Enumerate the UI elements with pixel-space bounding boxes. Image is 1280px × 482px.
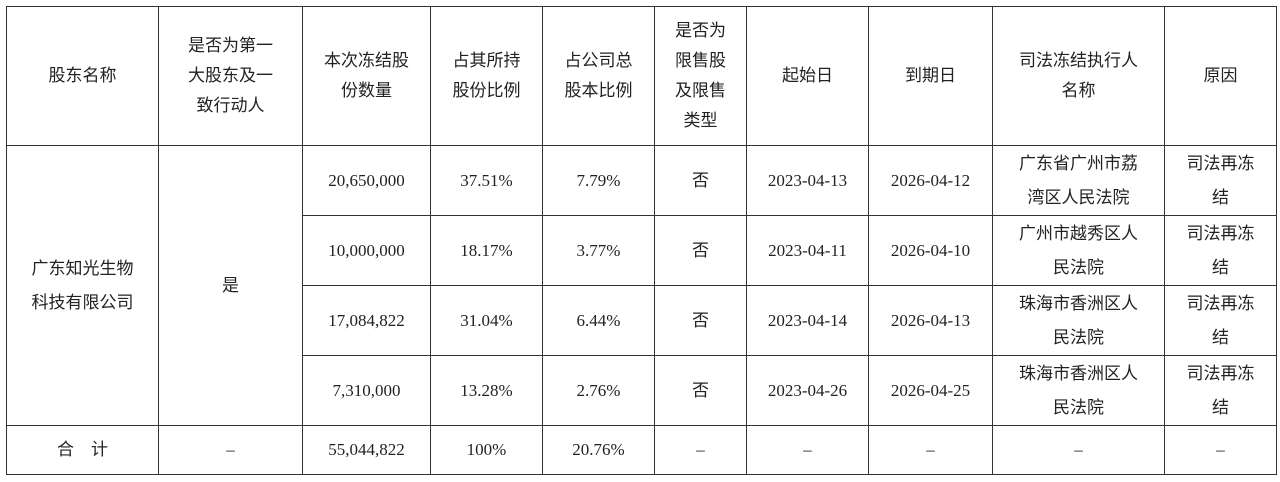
data-cell: 2023-04-13 — [746, 145, 869, 216]
cell-line: 股本比例 — [564, 81, 633, 100]
cell-line: 致行动人 — [196, 96, 265, 115]
data-cell: 20,650,000 — [302, 145, 431, 216]
cell-line: 珠海市香洲区人 — [1019, 293, 1138, 313]
cell-line: 民法院 — [1053, 257, 1104, 277]
cell-line: 结 — [1212, 257, 1229, 277]
header-row: 股东名称 是否为第一 大股东及一 致行动人 本次冻结股 份数量 占其所持 股份比例 占公司总 股本… — [6, 6, 1277, 146]
largest-cell: 是 — [158, 145, 303, 426]
total-cell: 55,044,822 — [302, 425, 431, 475]
cell-line: 珠海市香洲区人 — [1019, 363, 1138, 383]
cell-line: 大股东及一 — [188, 66, 273, 85]
total-cell: – — [992, 425, 1165, 475]
total-cell: 20.76% — [542, 425, 655, 475]
total-cell: – — [1164, 425, 1277, 475]
data-row: 广东知光生物 科技有限公司是 20,650,000 37.51% 7.79% 否 2023-… — [6, 145, 1277, 426]
data-cell: 否 — [654, 145, 747, 216]
data-cell: 2023-04-14 — [746, 285, 869, 356]
total-cell: – — [654, 425, 747, 475]
cell-line: 原因 — [1203, 66, 1238, 85]
header-cell: 本次冻结股 份数量 — [302, 6, 431, 146]
data-cell: 珠海市香洲区人 民法院 — [992, 355, 1165, 426]
cell-line: 广州市越秀区人 — [1019, 223, 1138, 243]
data-cell: 否 — [654, 215, 747, 286]
cell-line: 司法再冻 — [1186, 153, 1255, 173]
cell-line: 股份比例 — [452, 81, 521, 100]
data-cell: 3.77% — [542, 215, 655, 286]
data-cell: 司法再冻结 — [1164, 285, 1277, 356]
cell-line: 占公司总 — [564, 51, 633, 70]
data-row: 17,084,822 31.04% 6.44% 否 2023-04-14 2026-04-… — [7, 285, 1277, 356]
header-cell: 占其所持 股份比例 — [430, 6, 543, 146]
cell-line: 司法冻结执行人 — [1019, 51, 1138, 70]
data-cell: 司法再冻结 — [1164, 355, 1277, 426]
total-cell: – — [868, 425, 993, 475]
data-cell: 2026-04-13 — [868, 285, 993, 356]
freeze-table: 股东名称 是否为第一 大股东及一 致行动人 本次冻结股 份数量 占其所持 股份比例 占公司总 股本… — [6, 6, 1277, 475]
data-cell: 广州市越秀区人 民法院 — [992, 215, 1165, 286]
cell-line: 类型 — [683, 111, 718, 130]
cell-line: 及限售 — [675, 81, 726, 100]
cell-line: 是否为 — [675, 21, 726, 40]
cell-line: 份数量 — [341, 81, 392, 100]
data-cell: 否 — [654, 285, 747, 356]
data-row: 10,000,000 18.17% 3.77% 否 2023-04-11 2026-04-… — [7, 215, 1277, 286]
data-cell: 7,310,000 — [302, 355, 431, 426]
cell-line: 结 — [1212, 397, 1229, 417]
header-cell: 起始日 — [746, 6, 869, 146]
cell-line: 占其所持 — [452, 51, 521, 70]
cell-line: 司法再冻 — [1186, 363, 1255, 383]
data-cell: 2023-04-11 — [746, 215, 869, 286]
data-cell: 司法再冻结 — [1164, 145, 1277, 216]
header-cell: 司法冻结执行人 名称 — [992, 6, 1165, 146]
data-cell: 否 — [654, 355, 747, 426]
cell-line: 民法院 — [1053, 327, 1104, 347]
data-cell: 广东省广州市荔 湾区人民法院 — [992, 145, 1165, 216]
total-cell: – — [746, 425, 869, 475]
total-cell: 合 计 — [6, 425, 159, 475]
cell-line: 结 — [1212, 327, 1229, 347]
data-cell: 2026-04-25 — [868, 355, 993, 426]
data-cell: 18.17% — [430, 215, 543, 286]
header-cell: 占公司总 股本比例 — [542, 6, 655, 146]
cell-line: 科技有限公司 — [31, 292, 134, 312]
header-cell: 到期日 — [868, 6, 993, 146]
cell-line: 广东省广州市荔 — [1019, 153, 1138, 173]
cell-line: 本次冻结股 — [324, 51, 409, 70]
cell-line: 民法院 — [1053, 397, 1104, 417]
cell-line: 到期日 — [905, 66, 956, 85]
total-cell: 100% — [430, 425, 543, 475]
cell-line: 是否为第一 — [188, 36, 273, 55]
shareholder-cell: 广东知光生物 科技有限公司 — [6, 145, 159, 426]
header-cell: 股东名称 — [6, 6, 159, 146]
cell-line: 结 — [1212, 187, 1229, 207]
total-row: 合 计 –55,044,822 100% 20.76% – – – – – — [6, 425, 1277, 475]
data-cell: 2023-04-26 — [746, 355, 869, 426]
cell-line: 广东知光生物 — [31, 258, 134, 278]
data-cell: 2026-04-12 — [868, 145, 993, 216]
data-cell: 13.28% — [430, 355, 543, 426]
cell-line: 股东名称 — [48, 66, 117, 85]
data-cell: 17,084,822 — [302, 285, 431, 356]
cell-line: 湾区人民法院 — [1027, 187, 1130, 207]
cell-line: 司法再冻 — [1186, 223, 1255, 243]
cell-line: 限售股 — [675, 51, 726, 70]
data-cell: 2026-04-10 — [868, 215, 993, 286]
data-cell: 31.04% — [430, 285, 543, 356]
header-cell: 是否为第一大股东及一致行动人 — [158, 6, 303, 146]
cell-line: 起始日 — [782, 66, 833, 85]
header-cell: 是否为限售股及限售类型 — [654, 6, 747, 146]
cell-line: 司法再冻 — [1186, 293, 1255, 313]
data-cell: 7.79% — [542, 145, 655, 216]
data-row: 7,310,000 13.28% 2.76% 否 2023-04-26 2026-04-2… — [7, 355, 1277, 426]
data-cell: 2.76% — [542, 355, 655, 426]
header-cell: 原因 — [1164, 6, 1277, 146]
data-cell: 6.44% — [542, 285, 655, 356]
data-cell: 珠海市香洲区人 民法院 — [992, 285, 1165, 356]
cell-line: 名称 — [1061, 81, 1096, 100]
data-cell: 10,000,000 — [302, 215, 431, 286]
total-cell: – — [158, 425, 303, 475]
data-cell: 司法再冻结 — [1164, 215, 1277, 286]
data-cell: 37.51% — [430, 145, 543, 216]
